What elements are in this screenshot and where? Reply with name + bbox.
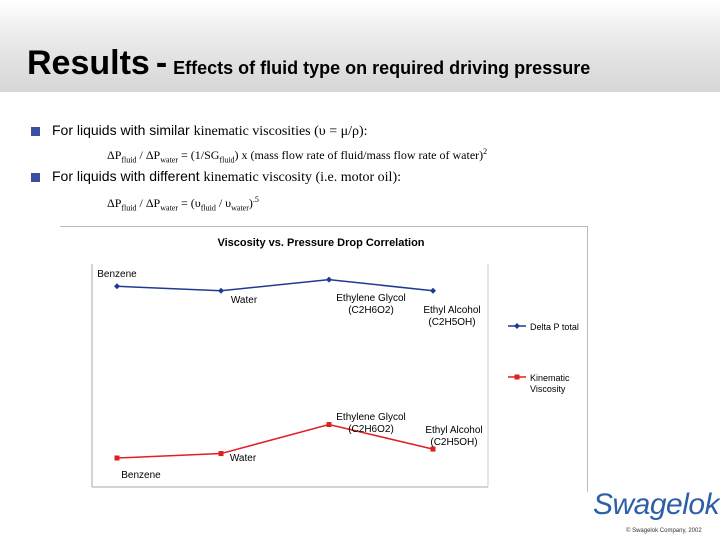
bullet-square-icon <box>31 126 40 136</box>
formula-2-sub: water <box>231 203 249 213</box>
legend-marker-kinematic-viscosity <box>514 374 520 380</box>
formula-1-sub: fluid <box>219 155 235 165</box>
formula-1-part: ΔP <box>107 148 122 162</box>
data-point-delta-p <box>114 283 120 290</box>
data-point-kinematic-viscosity <box>114 455 120 461</box>
formula-2-sub: water <box>160 203 178 213</box>
formula-1: ΔPfluid / ΔPwater = (1/SGfluid) x (mass … <box>107 147 487 164</box>
title-subtitle: Effects of fluid type on required drivin… <box>173 58 591 78</box>
bullet-2-prefix: For liquids with different <box>52 168 204 184</box>
title-separator: - <box>155 44 168 82</box>
bullet-2-text: For liquids with different kinematic vis… <box>52 168 401 186</box>
data-point-delta-p <box>430 287 436 294</box>
formula-2-part: / υ <box>215 196 232 210</box>
data-label: Water <box>230 453 257 464</box>
title-main: Results <box>27 44 150 82</box>
data-point-kinematic-viscosity <box>218 451 224 457</box>
data-label: Ethyl Alcohol <box>423 305 480 316</box>
formula-2-part: ) <box>248 196 253 210</box>
bullet-item-1: For liquids with similar kinematic visco… <box>31 122 368 140</box>
formula-1-part: ) x (mass flow rate of fluid/mass flow r… <box>234 148 484 162</box>
bullet-1-prefix: For liquids with similar <box>52 122 194 138</box>
data-point-kinematic-viscosity <box>326 422 332 428</box>
bullet-square-icon <box>31 172 40 182</box>
data-label: (C2H6O2) <box>348 305 394 316</box>
data-point-kinematic-viscosity <box>430 446 436 452</box>
formula-2-part: ΔP <box>107 196 122 210</box>
data-label: Ethyl Alcohol <box>425 425 482 436</box>
data-label: (C2H5OH) <box>430 437 477 448</box>
legend-label: Viscosity <box>530 384 566 394</box>
data-point-delta-p <box>218 287 224 294</box>
slide-title: Results - Effects of fluid type on require… <box>27 44 590 83</box>
chart-title: Viscosity vs. Pressure Drop Correlation <box>217 237 424 249</box>
legend-marker-delta-p <box>514 323 520 329</box>
bullet-item-2: For liquids with different kinematic vis… <box>31 168 401 186</box>
bullet-1-rest: kinematic viscosities (υ = μ/ρ): <box>193 124 368 139</box>
data-point-delta-p <box>326 276 332 283</box>
formula-2-part: = (υ <box>178 196 201 210</box>
formula-2-sub: fluid <box>200 203 216 213</box>
formula-1-part: = (1/SG <box>178 148 220 162</box>
slide-header-band <box>0 0 720 92</box>
chart-frame <box>60 226 588 492</box>
formula-2-sub: fluid <box>121 203 137 213</box>
data-label: Benzene <box>121 470 161 481</box>
series-line-delta-p <box>116 278 434 292</box>
formula-1-exponent: 2 <box>483 147 488 156</box>
formula-1-sub: fluid <box>121 155 137 165</box>
swagelok-logo: Swagelok <box>593 488 720 521</box>
bullet-1-text: For liquids with similar kinematic visco… <box>52 122 368 140</box>
formula-1-sub: water <box>160 155 178 165</box>
data-label: (C2H6O2) <box>348 424 394 435</box>
formula-2: ΔPfluid / ΔPwater = (υfluid / υwater).5 <box>107 195 259 212</box>
data-label: (C2H5OH) <box>428 317 475 328</box>
data-label: Ethylene Glycol <box>336 293 405 304</box>
legend-label: Kinematic <box>530 373 570 383</box>
bullet-2-rest: kinematic viscosity (i.e. motor oil): <box>203 170 402 185</box>
copyright-footer: © Swagelok Company, 2002 <box>626 528 702 534</box>
formula-1-part: / ΔP <box>136 148 161 162</box>
formula-2-part: / ΔP <box>136 196 161 210</box>
data-label: Benzene <box>97 269 137 280</box>
legend-label: Delta P total <box>530 322 579 332</box>
formula-2-exponent: .5 <box>252 195 259 204</box>
series-line-kinematic-viscosity <box>116 423 434 459</box>
data-label: Water <box>231 295 258 306</box>
data-label: Ethylene Glycol <box>336 412 405 423</box>
